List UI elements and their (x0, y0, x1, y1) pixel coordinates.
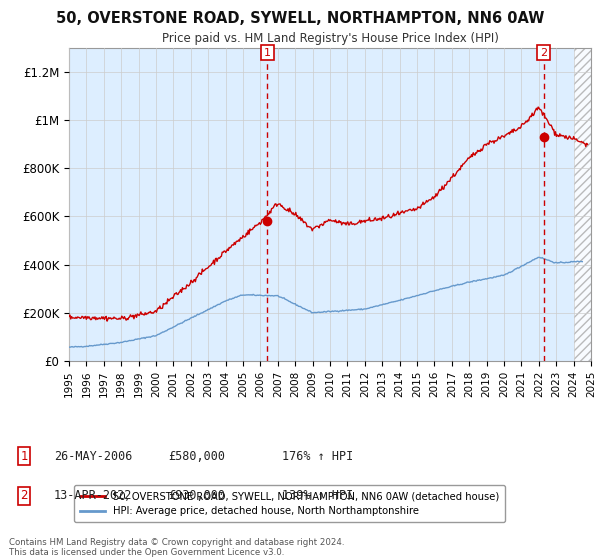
Text: 139% ↑ HPI: 139% ↑ HPI (282, 489, 353, 502)
Text: 1: 1 (264, 48, 271, 58)
Text: Contains HM Land Registry data © Crown copyright and database right 2024.
This d: Contains HM Land Registry data © Crown c… (9, 538, 344, 557)
Title: Price paid vs. HM Land Registry's House Price Index (HPI): Price paid vs. HM Land Registry's House … (161, 32, 499, 45)
Text: 1: 1 (20, 450, 28, 463)
Text: £930,000: £930,000 (168, 489, 225, 502)
Text: 13-APR-2022: 13-APR-2022 (54, 489, 133, 502)
Text: 26-MAY-2006: 26-MAY-2006 (54, 450, 133, 463)
Text: 50, OVERSTONE ROAD, SYWELL, NORTHAMPTON, NN6 0AW: 50, OVERSTONE ROAD, SYWELL, NORTHAMPTON,… (56, 11, 544, 26)
Text: 2: 2 (20, 489, 28, 502)
Legend: 50, OVERSTONE ROAD, SYWELL, NORTHAMPTON, NN6 0AW (detached house), HPI: Average : 50, OVERSTONE ROAD, SYWELL, NORTHAMPTON,… (74, 486, 505, 522)
Text: 176% ↑ HPI: 176% ↑ HPI (282, 450, 353, 463)
Text: £580,000: £580,000 (168, 450, 225, 463)
Text: 2: 2 (540, 48, 547, 58)
